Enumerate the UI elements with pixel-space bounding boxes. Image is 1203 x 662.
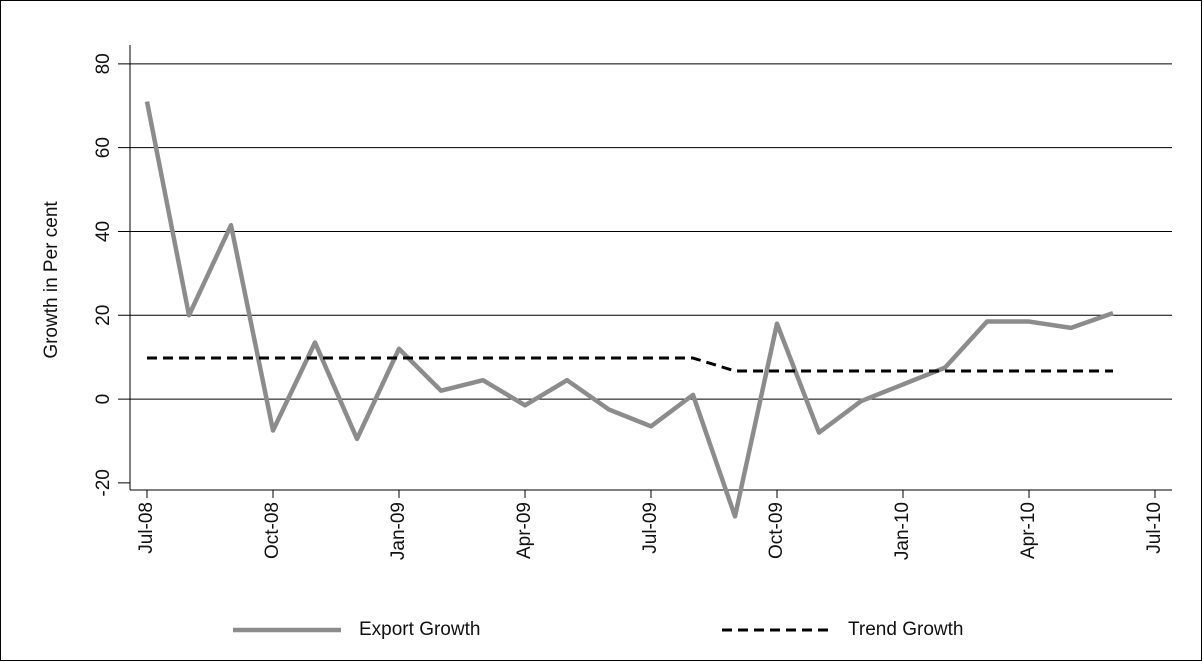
series-line	[144, 101, 1114, 519]
x-tick-label: Jul-09	[640, 502, 661, 554]
y-tick-label: 40	[93, 221, 114, 242]
x-tick-label: Apr-10	[1018, 502, 1039, 559]
x-tick-label: Apr-09	[514, 502, 535, 559]
legend-label: Export Growth	[359, 619, 480, 640]
x-tick-label: Oct-08	[262, 502, 283, 559]
x-tick-label: Jul-08	[136, 502, 157, 554]
y-tick-label: -20	[93, 469, 114, 496]
y-tick-label: 80	[93, 53, 114, 74]
x-tick-label: Jan-10	[892, 502, 913, 560]
y-tick-label: 60	[93, 137, 114, 158]
y-tick-label: 0	[93, 394, 114, 405]
x-tick-label: Jan-09	[388, 502, 409, 560]
series-line	[147, 356, 1113, 373]
y-axis-label: Growth in Per cent	[41, 201, 62, 359]
y-tick-label: 20	[93, 305, 114, 326]
legend-label: Trend Growth	[848, 619, 963, 640]
x-tick-label: Jul-10	[1144, 502, 1165, 554]
x-tick-label: Oct-09	[766, 502, 787, 559]
